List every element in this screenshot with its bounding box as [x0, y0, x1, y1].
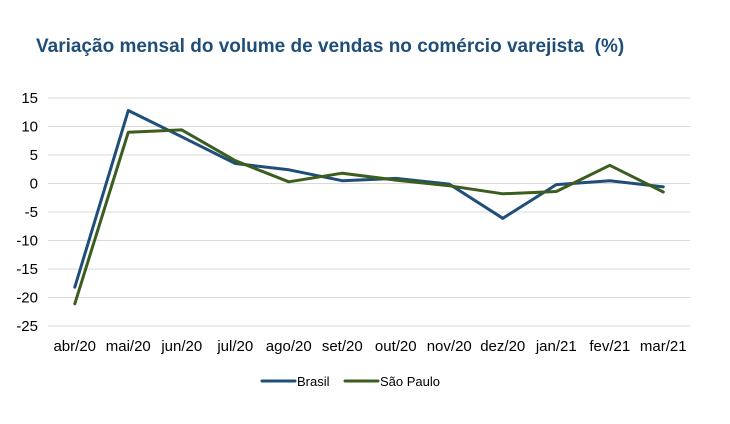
legend-label: São Paulo: [380, 374, 440, 389]
x-tick-label: mar/21: [640, 338, 687, 355]
y-axis-ticks: 15 10 5 0 -5 -10 -15 -20 -25: [16, 90, 38, 335]
chart-title: Variação mensal do volume de vendas no c…: [36, 36, 625, 57]
y-tick-label: -25: [16, 318, 38, 335]
y-tick-label: -15: [16, 261, 38, 278]
x-tick-label: out/20: [375, 338, 417, 355]
series-line-1: [73, 109, 665, 289]
x-tick-label: dez/20: [480, 338, 525, 355]
y-tick-label: 15: [21, 90, 38, 107]
y-tick-label: -20: [16, 290, 38, 307]
x-axis-ticks: abr/20 mai/20 jun/20 jul/20 ago/20 set/20 out/…: [53, 338, 686, 355]
legend: Brasil São Paulo: [260, 374, 440, 389]
series-lines: [73, 109, 665, 306]
series-line-2: [73, 128, 665, 306]
x-tick-label: abr/20: [53, 338, 96, 355]
x-tick-label: ago/20: [266, 338, 312, 355]
y-tick-label: -5: [25, 204, 38, 221]
y-tick-label: 0: [30, 176, 38, 193]
y-tick-label: -10: [16, 233, 38, 250]
x-tick-label: jul/20: [216, 338, 253, 355]
x-tick-label: fev/21: [589, 338, 630, 355]
x-tick-label: jan/21: [535, 338, 577, 355]
x-tick-label: mai/20: [106, 338, 151, 355]
x-tick-label: jun/20: [160, 338, 202, 355]
y-tick-label: 10: [21, 119, 38, 136]
y-tick-label: 5: [30, 147, 38, 164]
x-tick-label: set/20: [322, 338, 363, 355]
gridlines: [48, 97, 690, 327]
x-tick-label: nov/20: [427, 338, 472, 355]
legend-label: Brasil: [297, 374, 330, 389]
